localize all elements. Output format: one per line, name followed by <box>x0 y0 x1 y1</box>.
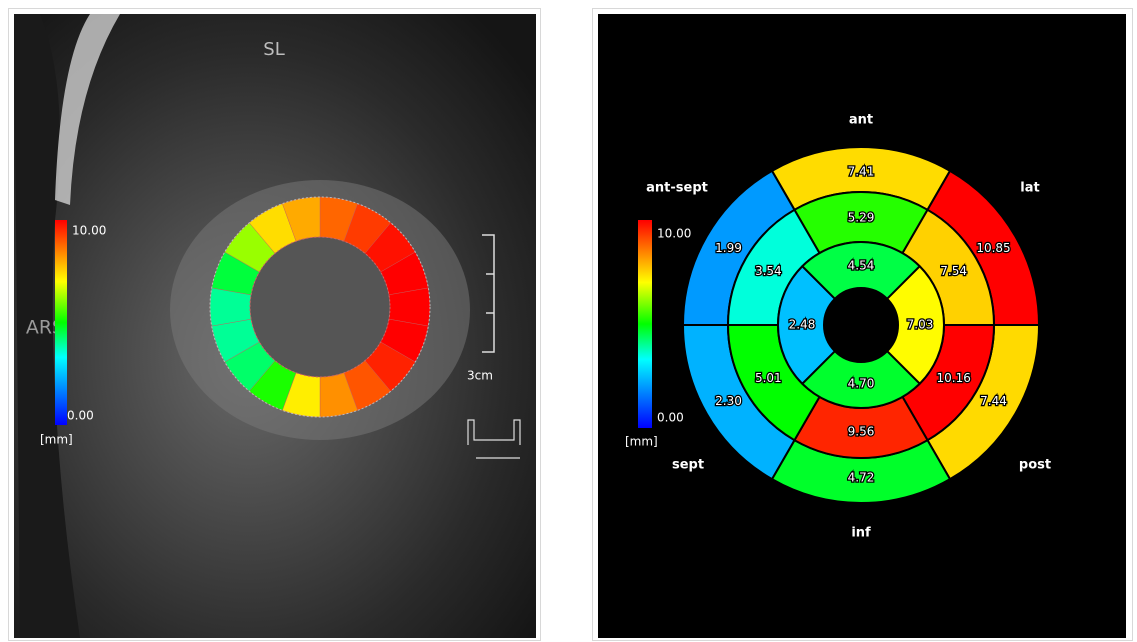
bullseye-segment <box>800 241 922 301</box>
sector-label: post <box>1019 458 1051 473</box>
ring-outline <box>209 196 431 418</box>
scale-label: 3cm <box>467 369 493 383</box>
segment-value-label: 4.54 <box>848 259 875 273</box>
ring-segment <box>343 360 391 411</box>
mri-structure <box>250 237 390 377</box>
segment-value-label: 2.30 <box>715 394 742 408</box>
bullseye-hole <box>824 288 898 362</box>
ring-segment <box>282 196 321 242</box>
segment-value-label: 10.85 <box>976 241 1010 255</box>
segment-value-label: 7.03 <box>907 318 934 332</box>
colorbar-unit: [mm] <box>625 435 658 449</box>
ring-segment <box>343 203 391 254</box>
segment-value-label: 7.54 <box>940 264 967 278</box>
segment-value-label: 4.70 <box>848 377 875 391</box>
segment-value-label: 5.01 <box>755 371 782 385</box>
ring-segment <box>282 372 321 418</box>
colorbar-max-label: 10.00 <box>72 224 106 238</box>
colorbar-max-label: 10.00 <box>657 227 691 241</box>
orientation-label: SL <box>263 39 284 60</box>
bullseye-segment <box>800 349 922 409</box>
sector-label: sept <box>672 458 704 473</box>
sector-label: inf <box>851 526 871 541</box>
segment-value-label: 7.41 <box>848 165 875 179</box>
colorbar <box>55 220 67 425</box>
ring-outline <box>249 236 391 378</box>
segment-value-label: 9.56 <box>848 425 875 439</box>
segment-value-label: 1.99 <box>715 241 742 255</box>
sector-label: lat <box>1020 181 1039 196</box>
bullseye-segment <box>777 264 837 386</box>
segment-value-label: 4.72 <box>848 471 875 485</box>
segment-value-label: 3.54 <box>755 264 782 278</box>
mri-structure <box>14 14 80 638</box>
view-label: ARS <box>26 317 64 339</box>
ruler-icon <box>467 419 521 459</box>
segment-value-label: 5.29 <box>848 211 875 225</box>
colorbar <box>638 220 652 428</box>
colorbar-min-label: 0.00 <box>657 411 684 425</box>
segment-value-label: 7.44 <box>980 394 1007 408</box>
sector-label: ant <box>849 113 873 128</box>
ring-segment <box>380 251 429 296</box>
colorbar-unit: [mm] <box>40 433 73 447</box>
mri-structure <box>55 14 120 205</box>
colorbar-min-label: 0.00 <box>67 409 94 423</box>
bullseye-segment <box>885 264 945 386</box>
segment-value-label: 2.48 <box>789 318 816 332</box>
sector-label: ant-sept <box>646 181 708 196</box>
segment-value-label: 10.16 <box>936 371 970 385</box>
scale-bar <box>482 234 495 353</box>
